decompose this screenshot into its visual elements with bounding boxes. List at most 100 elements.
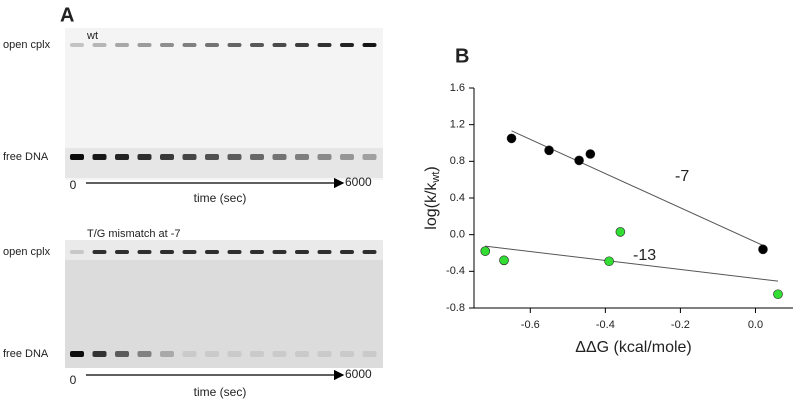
gel-band <box>137 351 152 357</box>
gel-band <box>340 43 354 47</box>
gel-band <box>295 43 309 47</box>
gel-band <box>317 250 332 254</box>
gel-band <box>160 351 174 357</box>
y-tick-label: 0.4 <box>450 192 465 204</box>
time-start: 0 <box>70 373 77 387</box>
y-tick-label: -0.4 <box>446 265 465 277</box>
panel-label: A <box>60 4 74 26</box>
gel-band-zone <box>65 148 383 178</box>
gel-band <box>137 43 152 47</box>
gel-band-zone <box>65 240 383 260</box>
gel-band <box>250 43 264 47</box>
gel-band <box>115 43 129 47</box>
gel-band <box>295 154 309 160</box>
gel-band <box>272 154 287 160</box>
gel-band <box>272 351 287 357</box>
data-point <box>758 244 768 255</box>
y-axis-label: log(k/kwt) <box>423 166 442 229</box>
gel-band <box>137 250 152 254</box>
data-point <box>480 246 491 256</box>
gel-band <box>160 43 174 47</box>
gel-band <box>317 43 332 47</box>
gel-band <box>92 351 107 357</box>
scatter-chart: 1.6 1.2 0.8 0.4 0.0 -0.4 -0.8 -0.6 -0.4 -0.2 0.0 ΔΔ… <box>423 82 793 356</box>
gel-band <box>92 154 107 160</box>
gel-band <box>250 351 264 357</box>
gel-band <box>362 351 377 357</box>
gel-band <box>70 154 84 160</box>
gel-band <box>70 43 84 47</box>
gel-band <box>137 154 152 160</box>
y-tick-label: 1.6 <box>450 82 465 94</box>
time-end: 6000 <box>345 367 372 381</box>
data-point <box>615 227 626 237</box>
gel-band <box>160 154 174 160</box>
gel-band <box>205 351 219 357</box>
gel-band <box>115 351 129 357</box>
data-point <box>499 255 509 266</box>
gel-band <box>272 43 287 47</box>
gel-panel: wt open cplx free DNA 0 6000 time (sec) T/G mi… <box>3 28 383 399</box>
x-axis-label: ΔΔG (kcal/mole) <box>575 339 692 356</box>
gel-title: T/G mismatch at -7 <box>87 228 181 240</box>
gel-band <box>70 250 84 254</box>
x-tick-label: -0.2 <box>671 319 690 331</box>
band-label: open cplx <box>3 246 51 258</box>
data-point <box>574 155 584 166</box>
gel-band <box>227 154 242 160</box>
time-label: time (sec) <box>194 385 247 399</box>
gel-band <box>182 154 197 160</box>
data-point <box>604 256 614 267</box>
gel-band <box>205 154 219 160</box>
band-label: free DNA <box>3 348 49 360</box>
data-point <box>585 149 596 159</box>
gel-band <box>182 250 197 254</box>
gel-band <box>70 351 84 357</box>
gel-band <box>340 250 354 254</box>
gel-band <box>227 351 242 357</box>
time-start: 0 <box>70 178 77 192</box>
data-point <box>773 289 783 300</box>
y-label-main: log(k/k <box>423 182 440 230</box>
gel-band <box>362 154 377 160</box>
gel-band <box>362 43 377 47</box>
gel-band <box>205 250 219 254</box>
gel-band <box>205 43 219 47</box>
panel-label: B <box>455 45 469 67</box>
band-label: open cplx <box>3 39 51 51</box>
y-label-sub: wt <box>430 172 442 184</box>
y-tick-label: 1.2 <box>450 119 465 131</box>
band-label: free DNA <box>3 151 49 163</box>
gel-band <box>182 43 197 47</box>
gel-band <box>182 351 197 357</box>
data-point <box>506 133 517 144</box>
gel-band <box>295 250 309 254</box>
y-label-end: ) <box>423 166 440 171</box>
gel-band <box>340 154 354 160</box>
gel-band <box>160 250 174 254</box>
y-tick-label: 0.8 <box>450 155 465 167</box>
gel-band <box>227 250 242 254</box>
gel-band <box>227 43 242 47</box>
series-label: -7 <box>675 168 689 185</box>
x-tick-label: -0.4 <box>596 319 615 331</box>
gel-band <box>115 154 129 160</box>
x-tick-label: -0.6 <box>521 319 540 331</box>
gel-title: wt <box>86 30 98 42</box>
data-point <box>544 145 554 156</box>
gel-band <box>295 351 309 357</box>
gel-band <box>362 250 377 254</box>
gel-image <box>65 240 383 368</box>
gel-band <box>317 154 332 160</box>
time-end: 6000 <box>345 175 372 189</box>
time-label: time (sec) <box>194 191 247 205</box>
y-tick-label: 0.0 <box>450 229 465 241</box>
gel-band <box>115 250 129 254</box>
series-label: -13 <box>633 247 656 264</box>
gel-band <box>92 250 107 254</box>
gel-band <box>250 154 264 160</box>
x-tick-label: 0.0 <box>748 319 763 331</box>
gel-band <box>272 250 287 254</box>
gel-band <box>317 351 332 357</box>
